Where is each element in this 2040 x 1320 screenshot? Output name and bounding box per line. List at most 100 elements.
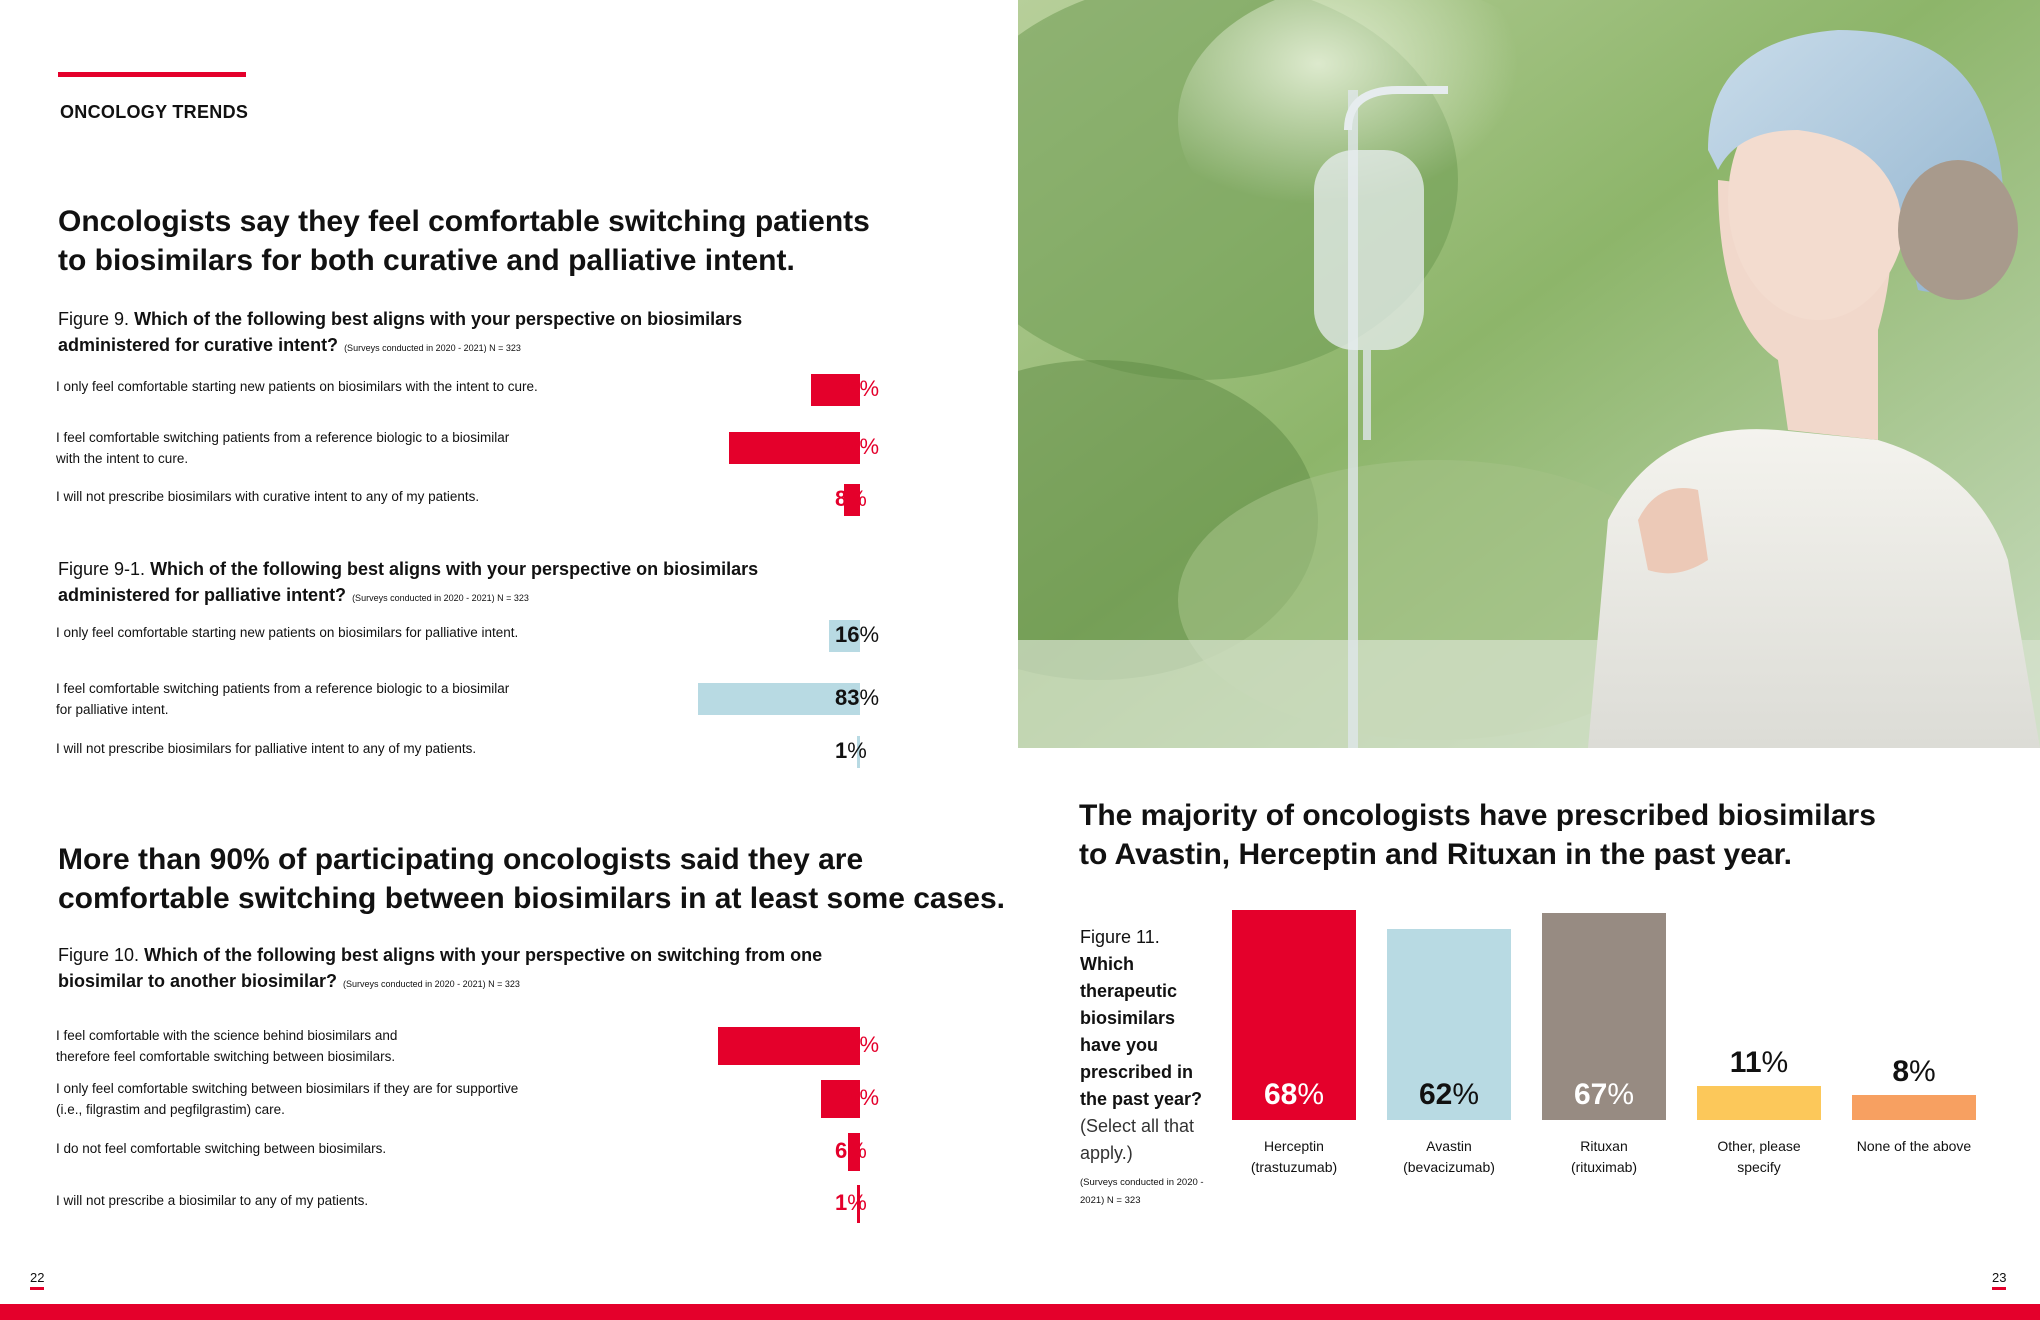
bar-category-label: None of the above	[1840, 1136, 1988, 1200]
bar-label: I feel comfortable switching patients fr…	[56, 427, 509, 469]
bar-label: I do not feel comfortable switching betw…	[56, 1138, 386, 1159]
bar-value-unit: %	[847, 738, 867, 763]
page-number-right: 23	[1992, 1270, 2007, 1290]
bar-category-line: Rituxan	[1580, 1138, 1628, 1154]
figure-question: Which of the following best aligns with …	[150, 559, 759, 579]
headline-line: to Avastin, Herceptin and Rituxan in the…	[1079, 838, 1792, 871]
bar-value-unit: %	[859, 622, 880, 647]
bar-label: I will not prescribe biosimilars with cu…	[56, 486, 479, 507]
bar-value-label: 25%	[835, 376, 879, 402]
bar-row: I only feel comfortable starting new pat…	[56, 374, 896, 406]
section-label: ONCOLOGY TRENDS	[60, 102, 249, 122]
figure9-1-caption: Figure 9-1. Which of the following best …	[58, 556, 758, 611]
bar-value-label: 62%	[1385, 1078, 1513, 1112]
bar-row: I only feel comfortable switching betwee…	[56, 1080, 896, 1118]
bar-value-label: 1%	[835, 1190, 867, 1216]
bar-value-label: 8%	[835, 486, 867, 512]
bar-value-unit: %	[859, 376, 880, 401]
bar-category-line: (rituximab)	[1570, 1159, 1638, 1175]
bar-value-number: 6	[835, 1138, 848, 1163]
headline-line: The majority of oncologists have prescri…	[1079, 799, 1876, 832]
bar-value-unit: %	[859, 1085, 880, 1110]
bar-group: 8% None of the above	[1850, 920, 1978, 1200]
bar-label-line: I will not prescribe a biosimilar to any…	[56, 1192, 369, 1208]
bar-label-line: I will not prescribe biosimilars for pal…	[56, 740, 477, 756]
headline-majority: The majority of oncologists have prescri…	[1079, 796, 1876, 874]
bar-label: I will not prescribe biosimilars for pal…	[56, 738, 476, 759]
bar-value-number: 73	[835, 1032, 860, 1057]
bar-category-label: Other, please specify	[1685, 1136, 1833, 1200]
figure9-caption: Figure 9. Which of the following best al…	[58, 306, 742, 361]
bar	[1232, 910, 1356, 1120]
bar-value-unit: %	[1297, 1078, 1325, 1111]
bar-value-number: 11	[1729, 1046, 1762, 1079]
survey-note: (Surveys conducted in 2020 - 2021) N = 3…	[1080, 1177, 1204, 1206]
survey-note: (Surveys conducted in 2020 - 2021) N = 3…	[343, 979, 520, 989]
bar-category-line: (bevacizumab)	[1403, 1159, 1495, 1175]
bar-value-number: 16	[835, 622, 860, 647]
bar-value-label: 67%	[1540, 1078, 1668, 1112]
figure-question-suffix: (Select all that apply.)	[1080, 1116, 1195, 1163]
bar-group: 11% Other, please specify	[1695, 920, 1823, 1200]
figure-question: Which of the following best aligns with …	[134, 309, 743, 329]
bar	[829, 620, 860, 652]
bar-value-number: 1	[835, 738, 848, 763]
headline-line: More than 90% of participating oncologis…	[58, 843, 864, 876]
bar-value-number: 68	[1263, 1078, 1298, 1111]
bar-label: I only feel comfortable starting new pat…	[56, 376, 538, 397]
page-number-left: 22	[30, 1270, 45, 1290]
bar-value-number: 8	[835, 486, 848, 511]
figure11-chart: 68% Herceptin (trastuzumab) 62% Avastin (beva…	[1230, 910, 1990, 1200]
bar-category-label: Avastin (bevacizumab)	[1375, 1136, 1523, 1200]
bar-label-line: I feel comfortable with the science behi…	[56, 1028, 398, 1043]
bar-value-number: 62	[1418, 1078, 1453, 1111]
bar-value-label: 83%	[835, 685, 879, 711]
figure-question: Which therapeutic biosimilars have you p…	[1080, 954, 1203, 1109]
bar-category-line: Herceptin	[1264, 1138, 1324, 1154]
bar-group: 67% Rituxan (rituximab)	[1540, 913, 1668, 1200]
bar-label: I only feel comfortable starting new pat…	[56, 622, 518, 643]
bar	[1542, 913, 1666, 1120]
bar-label-line: for palliative intent.	[56, 702, 169, 717]
bar	[848, 1133, 860, 1171]
bar-value-label: 68%	[1230, 1078, 1358, 1112]
bar-value-label: 20%	[835, 1085, 879, 1111]
bar	[811, 374, 860, 406]
survey-note: (Surveys conducted in 2020 - 2021) N = 3…	[344, 343, 521, 353]
survey-note: (Surveys conducted in 2020 - 2021) N = 3…	[352, 593, 529, 603]
bar	[1387, 929, 1511, 1120]
bar-category-line: Avastin	[1426, 1138, 1472, 1154]
patient-photo	[1018, 0, 2040, 748]
bar-label-line: with the intent to cure.	[56, 451, 189, 466]
bar-category-line: specify	[1737, 1159, 1781, 1175]
headline-line: to biosimilars for both curative and pal…	[58, 244, 795, 277]
bar-value-label: 73%	[835, 1032, 879, 1058]
bar-value-unit: %	[1452, 1078, 1480, 1111]
bar-value-number: 67	[835, 434, 860, 459]
bar-row: I only feel comfortable starting new pat…	[56, 620, 896, 652]
bar-group: 68% Herceptin (trastuzumab)	[1230, 910, 1358, 1200]
bar-value-number: 83	[835, 685, 860, 710]
headline-curative-palliative: Oncologists say they feel comfortable sw…	[58, 202, 870, 280]
bar-value-unit: %	[1607, 1078, 1635, 1111]
figure-prefix: Figure 11.	[1080, 927, 1160, 947]
figure-prefix: Figure 9.	[58, 309, 130, 329]
bar-label-line: I do not feel comfortable switching betw…	[56, 1140, 387, 1156]
bar-category-label: Herceptin (trastuzumab)	[1220, 1136, 1368, 1200]
bar-label-line: I will not prescribe biosimilars with cu…	[56, 488, 480, 504]
bar-label: I feel comfortable with the science behi…	[56, 1025, 397, 1067]
headline-line: Oncologists say they feel comfortable sw…	[58, 205, 870, 238]
bar-label-line: I only feel comfortable starting new pat…	[56, 624, 519, 640]
bar-label: I feel comfortable switching patients fr…	[56, 678, 509, 720]
bar-value-unit: %	[859, 434, 880, 459]
bar-value-label: 16%	[835, 622, 879, 648]
bar-label: I only feel comfortable switching betwee…	[56, 1078, 518, 1120]
bar	[729, 432, 860, 464]
bar-row: I feel comfortable switching patients fr…	[56, 430, 896, 466]
bar-row: I feel comfortable switching patients fr…	[56, 681, 896, 717]
bar-label-line: I only feel comfortable starting new pat…	[56, 378, 538, 394]
bar	[821, 1080, 860, 1118]
bar-value-label: 11%	[1695, 1046, 1823, 1080]
bar-row: I will not prescribe a biosimilar to any…	[56, 1185, 896, 1223]
figure-prefix: Figure 9-1.	[58, 559, 146, 579]
